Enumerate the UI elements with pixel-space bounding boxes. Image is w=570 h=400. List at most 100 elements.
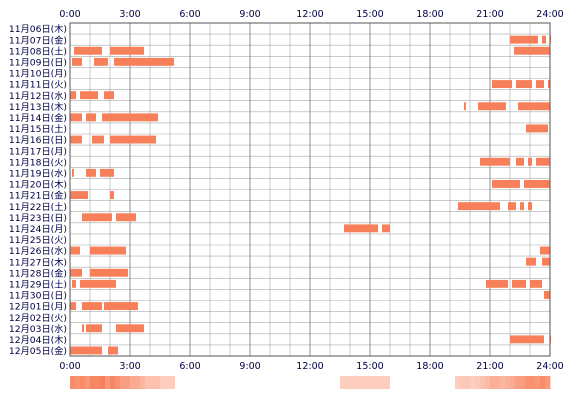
row-label: 12月03日(水): [9, 323, 67, 335]
summary-cell: [470, 376, 476, 389]
summary-cell: [530, 376, 536, 389]
summary-cell: [90, 376, 96, 389]
row-labels: 11月06日(木)11月07日(金)11月08日(土)11月09日(日)11月1…: [9, 23, 67, 357]
activity-bar: [478, 102, 506, 111]
summary-cell: [125, 376, 131, 389]
row-label: 11月13日(木): [9, 101, 67, 113]
x-tick-label-bottom: 3:00: [119, 361, 140, 372]
activity-bar: [86, 324, 102, 333]
summary-cell: [245, 376, 251, 389]
summary-cell: [215, 376, 221, 389]
row-label: 11月30日(日): [9, 291, 67, 302]
activity-bar: [70, 268, 82, 277]
summary-cell: [295, 376, 301, 389]
summary-cell: [330, 376, 336, 389]
row-label: 11月10日(月): [9, 69, 67, 80]
row-label: 11月12日(水): [9, 90, 67, 102]
x-tick-label-top: 18:00: [416, 9, 443, 20]
summary-cell: [155, 376, 161, 389]
x-tick-label-top: 6:00: [179, 9, 200, 20]
summary-cell: [450, 376, 456, 389]
row-label: 12月05日(金): [9, 345, 67, 357]
activity-bar: [90, 246, 126, 255]
activity-bar: [70, 91, 76, 100]
summary-cell: [540, 376, 546, 389]
summary-cell: [110, 376, 116, 389]
row-label: 11月24日(月): [9, 224, 67, 235]
row-label: 12月04日(木): [9, 334, 67, 346]
activity-bar: [70, 302, 76, 310]
row-label: 11月17日(月): [9, 146, 67, 157]
summary-cell: [455, 376, 461, 389]
x-tick-label-bottom: 15:00: [356, 361, 383, 372]
x-tick-label-bottom: 18:00: [416, 361, 443, 372]
summary-cell: [265, 376, 271, 389]
summary-cell: [85, 376, 91, 389]
plot-border: [69, 22, 551, 357]
activity-bar: [70, 135, 82, 144]
activity-bar: [110, 135, 156, 144]
summary-cell: [465, 376, 471, 389]
summary-cell: [285, 376, 291, 389]
activity-bar: [492, 180, 520, 188]
x-tick-label-top: 21:00: [476, 9, 503, 20]
summary-cell: [545, 376, 551, 389]
summary-cell: [200, 376, 206, 389]
activity-bar: [486, 279, 508, 288]
activity-bar: [94, 57, 108, 66]
activity-bar: [542, 257, 550, 266]
summary-cell: [325, 376, 331, 389]
summary-cell: [255, 376, 261, 389]
summary-cell: [400, 376, 406, 389]
summary-cell: [480, 376, 486, 389]
summary-cell: [75, 376, 81, 389]
summary-cell: [345, 376, 351, 389]
summary-cell: [220, 376, 226, 389]
activity-bar: [74, 46, 102, 55]
summary-cell: [360, 376, 366, 389]
summary-cell: [175, 376, 181, 389]
activity-bar: [542, 35, 546, 44]
summary-cell: [260, 376, 266, 389]
summary-cell: [145, 376, 151, 389]
row-label: 11月28日(金): [9, 267, 67, 279]
activity-bar: [108, 346, 118, 355]
summary-cell: [390, 376, 396, 389]
x-ticks-bottom: 0:00 3:00 6:00 9:00 12:00 15:00 18:00 21:00 24:0…: [59, 361, 563, 372]
activity-bar: [512, 279, 526, 288]
summary-cell: [180, 376, 186, 389]
summary-cell: [320, 376, 326, 389]
activity-bar: [492, 80, 512, 88]
activity-bar: [104, 302, 138, 310]
activity-bar: [116, 324, 144, 333]
row-label: 11月15日(土): [9, 123, 67, 135]
activity-bar: [102, 113, 158, 122]
row-label: 11月29日(土): [9, 278, 67, 290]
summary-cell: [535, 376, 541, 389]
activity-bar: [510, 35, 538, 44]
summary-cell: [140, 376, 146, 389]
summary-cell: [210, 376, 216, 389]
summary-cell: [290, 376, 296, 389]
summary-cell: [315, 376, 321, 389]
summary-cell: [515, 376, 521, 389]
x-tick-label-bottom: 12:00: [296, 361, 323, 372]
summary-cell: [375, 376, 381, 389]
summary-cell: [445, 376, 451, 389]
activity-bar: [110, 46, 144, 55]
summary-cell: [370, 376, 376, 389]
summary-cell: [95, 376, 101, 389]
row-label: 11月07日(金): [9, 34, 67, 46]
row-label: 11月06日(木): [9, 23, 67, 35]
summary-cell: [335, 376, 341, 389]
summary-cell: [80, 376, 86, 389]
summary-cell: [510, 376, 516, 389]
activity-bar: [548, 80, 550, 88]
summary-cell: [430, 376, 436, 389]
summary-cell: [240, 376, 246, 389]
summary-cell: [475, 376, 481, 389]
summary-cell: [500, 376, 506, 389]
activity-bar: [382, 224, 390, 233]
summary-cell: [425, 376, 431, 389]
